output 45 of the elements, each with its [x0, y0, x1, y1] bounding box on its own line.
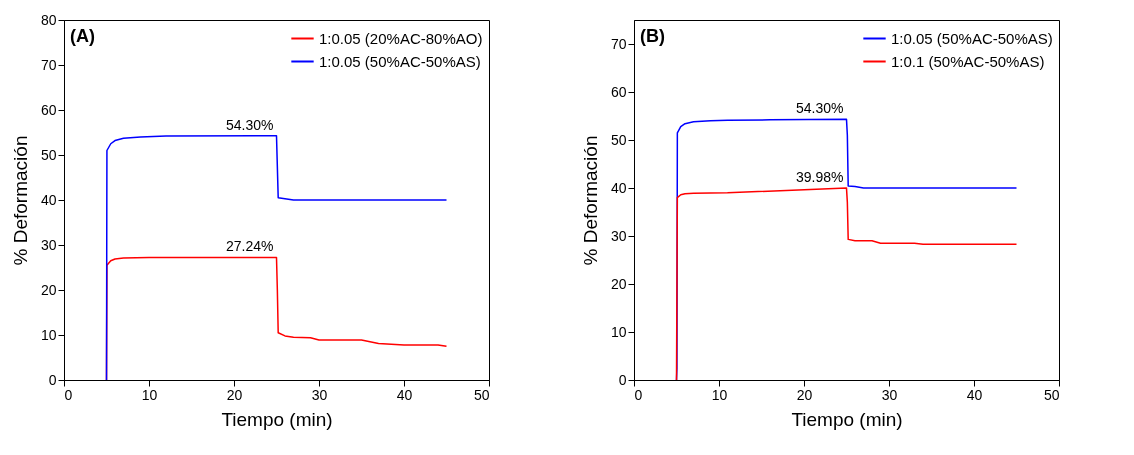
x-tick-label: 10	[141, 386, 158, 403]
y-tick-label: 0	[48, 371, 57, 388]
y-tick-label: 10	[40, 326, 57, 343]
y-tick-label: 30	[40, 236, 57, 253]
x-tick-label: 30	[311, 386, 328, 403]
y-tick-label: 20	[40, 281, 57, 298]
y-tick-label: 40	[610, 179, 627, 196]
x-tick-label: 20	[796, 386, 813, 403]
y-tick-label: 30	[610, 227, 627, 244]
y-tick-label: 50	[610, 131, 627, 148]
x-tick-label: 50	[473, 386, 490, 403]
y-tick-label: 70	[40, 56, 57, 73]
data-label: 54.30%	[796, 100, 844, 117]
data-label: 27.24%	[226, 238, 274, 255]
x-tick-label: 0	[64, 386, 73, 403]
x-tick-label: 10	[711, 386, 728, 403]
x-tick-label: 50	[1043, 386, 1060, 403]
line-series	[105, 134, 448, 380]
y-tick-label: 40	[40, 191, 57, 208]
y-tick-label: 50	[40, 146, 57, 163]
data-label: 54.30%	[226, 116, 274, 133]
x-tick-label: 40	[966, 386, 983, 403]
chart-title: (A)	[70, 26, 95, 46]
legend-label: 1:0.05 (20%AC-80%AO)	[319, 29, 483, 47]
y-tick-label: 70	[610, 35, 627, 52]
y-tick-label: 0	[618, 371, 627, 388]
y-tick-label: 80	[40, 11, 57, 28]
y-tick-label: 60	[610, 83, 627, 100]
line-series	[675, 187, 1018, 380]
x-tick-label: 20	[226, 386, 243, 403]
x-tick-label: 40	[396, 386, 413, 403]
y-axis-title: % Deformación	[579, 135, 601, 266]
y-axis-title: % Deformación	[9, 135, 31, 266]
x-axis-title: Tiempo (min)	[221, 408, 333, 430]
y-tick-label: 10	[610, 323, 627, 340]
x-tick-label: 0	[634, 386, 643, 403]
x-tick-label: 30	[881, 386, 898, 403]
legend-label: 1:0.05 (50%AC-50%AS)	[891, 29, 1053, 47]
legend-label: 1:0.1 (50%AC-50%AS)	[891, 52, 1045, 70]
y-tick-label: 60	[40, 101, 57, 118]
x-axis-title: Tiempo (min)	[791, 408, 903, 430]
chart-title: (B)	[640, 26, 665, 46]
legend-label: 1:0.05 (50%AC-50%AS)	[319, 52, 481, 70]
y-tick-label: 20	[610, 275, 627, 292]
data-label: 39.98%	[796, 169, 844, 186]
